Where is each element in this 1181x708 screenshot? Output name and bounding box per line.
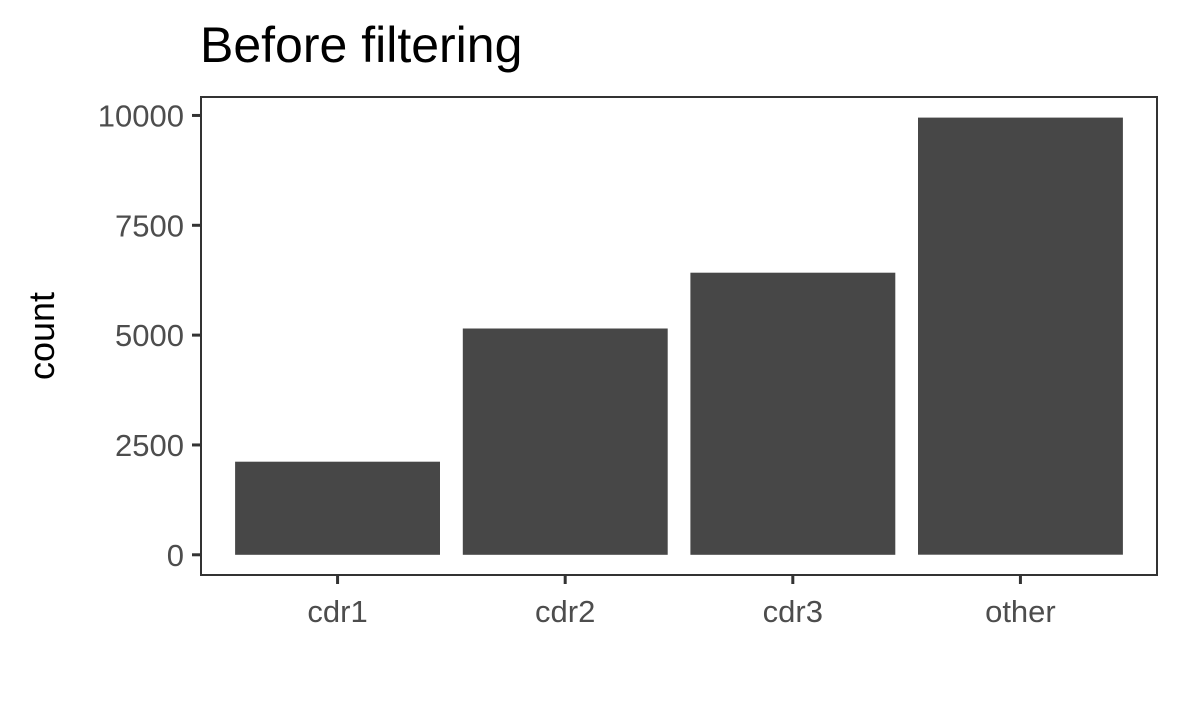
x-axis: cdr1 cdr2 cdr3 other [307, 575, 1056, 629]
x-tick-label: cdr2 [535, 594, 595, 629]
bar-other [918, 117, 1123, 555]
x-tick-label: other [985, 594, 1056, 629]
chart-title: Before filtering [200, 17, 522, 73]
x-tick-label: cdr3 [763, 594, 823, 629]
y-tick-label: 0 [167, 538, 184, 573]
y-axis-title: count [21, 292, 62, 380]
x-tick-label: cdr1 [307, 594, 367, 629]
y-axis: 0 2500 5000 7500 10000 [98, 98, 201, 573]
bar-cdr2 [462, 328, 668, 555]
y-tick-label: 5000 [115, 318, 184, 353]
y-tick-label: 10000 [98, 98, 184, 133]
bars-group [235, 117, 1123, 555]
bar-cdr3 [690, 272, 896, 555]
bar-cdr1 [235, 461, 440, 555]
y-tick-label: 2500 [115, 428, 184, 463]
y-tick-label: 7500 [115, 208, 184, 243]
